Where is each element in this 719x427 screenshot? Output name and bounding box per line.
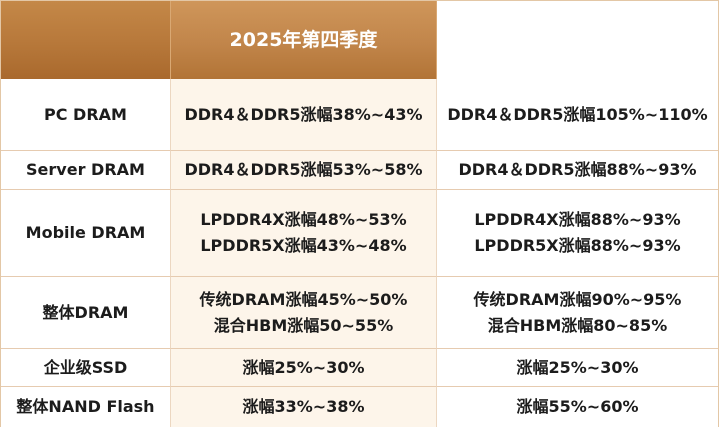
cell-line: 涨幅33%~38% <box>242 397 365 416</box>
row-server-dram-q4-2025: DDR4＆DDR5涨幅53%~58% <box>170 151 437 190</box>
row-overall-dram-q4-2025: 传统DRAM涨幅45%~50% 混合HBM涨幅50~55% <box>170 277 437 349</box>
cell-line: LPDDR4X涨幅48%~53% <box>200 210 407 229</box>
cell-line: LPDDR4X涨幅88%~93% <box>474 210 681 229</box>
cell-line: 传统DRAM涨幅45%~50% <box>199 289 408 309</box>
row-overall-dram-q1-2026: 传统DRAM涨幅90%~95% 混合HBM涨幅80~85% <box>437 277 718 349</box>
row-category-pc-dram: PC DRAM <box>1 79 170 151</box>
cell-line: LPDDR5X涨幅43%~48% <box>200 236 407 255</box>
cell-line: DDR4＆DDR5涨幅53%~58% <box>184 160 423 179</box>
cell-line: 涨幅25%~30% <box>516 357 639 377</box>
cell-line: 涨幅55%~60% <box>516 397 639 416</box>
cell-line: 混合HBM涨幅50~55% <box>213 315 394 335</box>
row-pc-dram-q4-2025: DDR4＆DDR5涨幅38%~43% <box>170 79 437 151</box>
row-server-dram-q1-2026: DDR4＆DDR5涨幅88%~93% <box>437 151 718 190</box>
row-enterprise-ssd-q4-2025: 涨幅25%~30% <box>170 349 437 387</box>
row-category-mobile-dram: Mobile DRAM <box>1 190 170 277</box>
row-overall-nand-q1-2026: 涨幅55%~60% <box>437 387 718 427</box>
row-category-enterprise-ssd: 企业级SSD <box>1 349 170 387</box>
row-category-overall-nand: 整体NAND Flash <box>1 387 170 427</box>
row-pc-dram-q1-2026: DDR4＆DDR5涨幅105%~110% <box>437 79 718 151</box>
row-category-server-dram: Server DRAM <box>1 151 170 190</box>
cell-line: 混合HBM涨幅80~85% <box>487 315 668 335</box>
header-corner-cell <box>1 1 170 79</box>
cell-line: 传统DRAM涨幅90%~95% <box>473 289 682 309</box>
cell-line: 涨幅25%~30% <box>242 357 365 377</box>
row-overall-nand-q4-2025: 涨幅33%~38% <box>170 387 437 427</box>
cell-line: DDR4＆DDR5涨幅105%~110% <box>447 104 708 124</box>
row-mobile-dram-q1-2026: LPDDR4X涨幅88%~93% LPDDR5X涨幅88%~93% <box>437 190 718 277</box>
row-mobile-dram-q4-2025: LPDDR4X涨幅48%~53% LPDDR5X涨幅43%~48% <box>170 190 437 277</box>
row-category-overall-dram: 整体DRAM <box>1 277 170 349</box>
cell-line: DDR4＆DDR5涨幅38%~43% <box>184 104 423 124</box>
header-q1-2026: 2026年第一季度 <box>437 1 718 79</box>
header-q4-2025: 2025年第四季度 <box>170 1 437 79</box>
cell-line: DDR4＆DDR5涨幅88%~93% <box>458 160 697 179</box>
cell-line: LPDDR5X涨幅88%~93% <box>474 236 681 255</box>
row-enterprise-ssd-q1-2026: 涨幅25%~30% <box>437 349 718 387</box>
